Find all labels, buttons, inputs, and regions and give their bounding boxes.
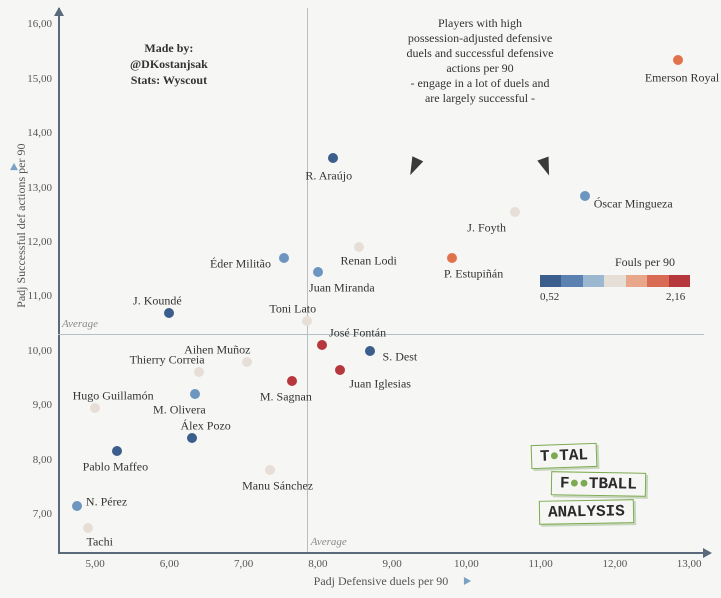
data-point [580,191,590,201]
data-point [354,242,364,252]
x-tick-label: 6,00 [160,558,179,570]
avg-line-vertical [307,8,308,552]
data-point-label: Emerson Royal [645,70,719,85]
data-point [317,340,327,350]
data-point-label: P. Estupiñán [444,267,503,282]
data-point [90,403,100,413]
data-point [287,376,297,386]
data-point-label: Juan Iglesias [349,376,411,391]
data-point [164,308,174,318]
scatter-chart: 5,00 6,00 7,00 8,00 9,00 10,00 11,00 12,00 13,00… [0,0,721,598]
data-point-label: Thierry Correia [130,353,205,368]
annotation-arrow-icon [537,156,554,177]
y-tick-label: 10,00 [22,345,52,357]
data-point-label: R. Araújo [305,168,352,183]
data-point-label: N. Pérez [86,494,127,509]
data-point [328,153,338,163]
legend-min-label: 0,52 [540,291,559,303]
y-tick-label: 15,00 [22,73,52,85]
x-tick-label: 5,00 [86,558,105,570]
data-point [194,367,204,377]
data-point-label: S. Dest [383,349,418,364]
data-point [313,267,323,277]
data-point-label: Toni Lato [269,301,316,316]
data-point [365,346,375,356]
data-point [510,207,520,217]
x-axis-title-arrow-icon [464,577,471,585]
legend-color-segment [604,275,625,287]
data-point-label: Juan Miranda [309,280,375,295]
annotation-arrow-icon [405,156,423,177]
data-point-label: Óscar Mingueza [594,196,673,211]
data-point [187,433,197,443]
data-point [447,253,457,263]
x-axis-line [58,552,704,554]
data-point [279,253,289,263]
x-axis-title: Padj Defensive duels per 90 [314,574,449,589]
x-tick-label: 10,00 [454,558,479,570]
data-point [265,465,275,475]
legend-title: Fouls per 90 [615,255,675,270]
x-tick-label: 11,00 [528,558,552,570]
color-legend-bar [540,275,690,287]
data-point-label: J. Foyth [467,221,506,236]
avg-label-y: Average [62,318,98,330]
brand-logo: T●TALF●●TBALLANALYSIS [531,444,681,528]
y-tick-label: 7,00 [22,508,52,520]
legend-color-segment [540,275,561,287]
data-point-label: J. Koundé [133,293,182,308]
legend-color-segment [647,275,668,287]
legend-color-segment [669,275,690,287]
data-point [335,365,345,375]
avg-label-x: Average [311,536,347,548]
y-tick-label: 16,00 [22,18,52,30]
x-axis-arrow-icon [703,548,712,558]
y-tick-label: 8,00 [22,454,52,466]
credit-text: Made by:@DKostanjsakStats: Wyscout [130,40,208,89]
y-axis-line [58,8,60,552]
x-tick-label: 13,00 [677,558,702,570]
data-point [242,357,252,367]
data-point [83,523,93,533]
legend-color-segment [583,275,604,287]
y-axis-arrow-icon [54,7,64,16]
y-tick-label: 9,00 [22,399,52,411]
x-tick-label: 12,00 [603,558,628,570]
data-point-label: Manu Sánchez [242,479,313,494]
y-axis-title-arrow-icon [10,163,18,170]
annotation-text: Players with highpossession-adjusted def… [407,16,554,106]
data-point [72,501,82,511]
data-point-label: Renan Lodi [341,254,397,269]
data-point [302,316,312,326]
y-tick-label: 14,00 [22,127,52,139]
logo-line: ANALYSIS [539,499,634,525]
data-point-label: Pablo Maffeo [83,460,148,475]
x-tick-label: 8,00 [308,558,327,570]
data-point [190,389,200,399]
data-point-label: Álex Pozo [180,418,230,433]
x-tick-label: 7,00 [234,558,253,570]
data-point-label: José Fontán [329,326,386,341]
data-point-label: Éder Militão [210,257,271,272]
data-point-label: M. Sagnan [260,389,312,404]
data-point-label: Hugo Guillamón [73,388,154,403]
data-point-label: M. Olivera [153,403,206,418]
legend-max-label: 2,16 [666,291,685,303]
data-point-label: Tachi [86,534,112,549]
x-tick-label: 9,00 [383,558,402,570]
data-point [673,55,683,65]
logo-line: F●●TBALL [551,471,646,497]
logo-line: T●TAL [531,443,598,469]
data-point [112,446,122,456]
legend-color-segment [561,275,582,287]
legend-color-segment [626,275,647,287]
